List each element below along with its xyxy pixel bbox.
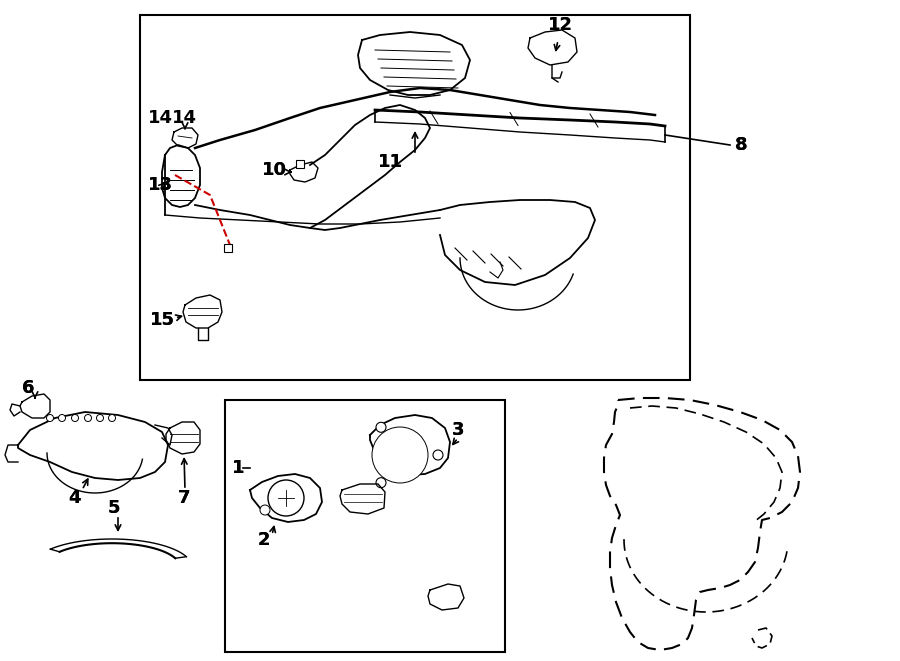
Text: 15: 15 — [150, 311, 175, 329]
Circle shape — [433, 450, 443, 460]
Text: 12: 12 — [548, 16, 573, 34]
Text: 15: 15 — [150, 311, 175, 329]
Text: 14: 14 — [172, 109, 197, 127]
Circle shape — [268, 480, 304, 516]
Text: 7: 7 — [178, 489, 191, 507]
Circle shape — [85, 414, 92, 422]
Text: 8: 8 — [735, 136, 748, 154]
Text: 2: 2 — [258, 531, 271, 549]
Text: 4: 4 — [68, 489, 80, 507]
Circle shape — [260, 505, 270, 515]
Text: 13: 13 — [148, 176, 173, 194]
Text: 11: 11 — [378, 153, 403, 171]
Text: 4: 4 — [68, 489, 80, 507]
Text: 10: 10 — [262, 161, 287, 179]
Text: 1: 1 — [232, 459, 245, 477]
Circle shape — [96, 414, 104, 422]
Text: 2: 2 — [258, 531, 271, 549]
Text: 10: 10 — [262, 161, 287, 179]
Bar — [296, 160, 304, 168]
Bar — [224, 244, 232, 252]
Circle shape — [47, 414, 53, 422]
Text: 7: 7 — [178, 489, 191, 507]
Text: 5: 5 — [108, 499, 121, 517]
Circle shape — [58, 414, 66, 422]
Circle shape — [376, 478, 386, 488]
Circle shape — [372, 427, 428, 483]
Text: 11: 11 — [378, 153, 403, 171]
Text: 1: 1 — [232, 459, 245, 477]
Text: 3: 3 — [452, 421, 464, 439]
Text: 13: 13 — [148, 176, 173, 194]
Text: 6: 6 — [22, 379, 34, 397]
Bar — [140, 15, 690, 380]
Circle shape — [109, 414, 115, 422]
Bar — [225, 400, 505, 652]
Circle shape — [376, 422, 386, 432]
Circle shape — [382, 437, 418, 473]
Text: 5: 5 — [108, 499, 121, 517]
Text: 12: 12 — [548, 16, 573, 34]
Circle shape — [71, 414, 78, 422]
Text: 3: 3 — [452, 421, 464, 439]
Text: 8: 8 — [735, 136, 748, 154]
Text: 14: 14 — [148, 109, 173, 127]
Text: 6: 6 — [22, 379, 34, 397]
